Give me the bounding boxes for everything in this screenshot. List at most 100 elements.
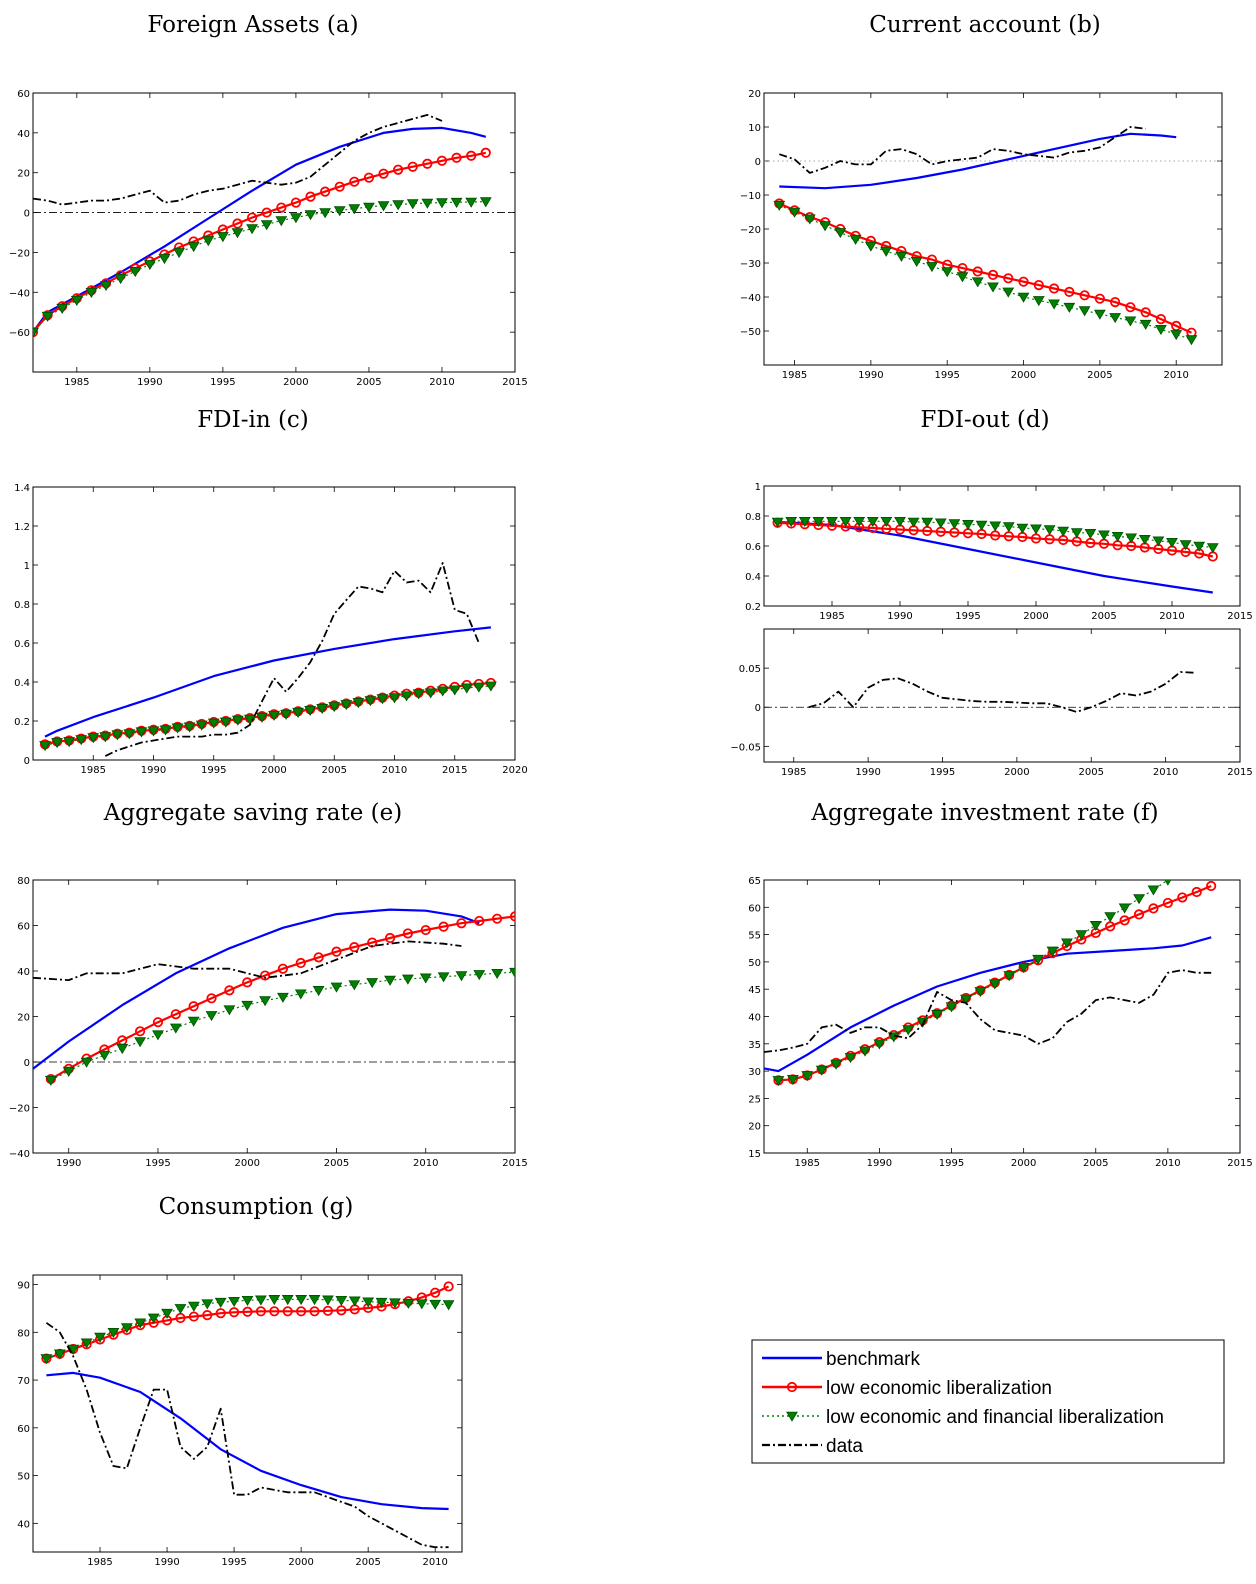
marker-low_econ_fin: [205, 1011, 218, 1022]
marker-low_econ_fin: [948, 519, 961, 530]
marker-low_econ_fin: [322, 1295, 334, 1306]
marker-low_econ_fin: [1075, 930, 1088, 941]
y-tick-label: 60: [748, 903, 761, 914]
title-g: Consumption (g): [159, 1194, 354, 1220]
series-line-benchmark: [46, 1371, 449, 1511]
x-tick-label: 2005: [1083, 1158, 1108, 1169]
marker-low_econ_fin: [134, 1037, 147, 1048]
marker-low_econ_fin: [207, 718, 220, 729]
x-tick-label: 1990: [887, 611, 912, 622]
marker-low_econ_fin: [87, 733, 100, 744]
marker-low_econ_fin: [275, 216, 288, 227]
marker-low_econ: [1133, 909, 1145, 920]
marker-low_econ_fin: [1089, 921, 1102, 932]
y-tick-label: −50: [740, 327, 761, 338]
marker-low_econ_fin: [815, 1065, 828, 1076]
marker-low_econ_fin: [120, 1323, 133, 1334]
marker-low_econ_fin: [772, 1076, 785, 1087]
marker-low_econ_fin: [771, 517, 784, 528]
marker-low_econ_fin: [491, 968, 504, 980]
x-tick-label: 2010: [429, 377, 454, 388]
marker-low_econ_fin: [147, 1313, 160, 1324]
marker-low_econ: [1110, 296, 1121, 308]
marker-low_econ_fin: [989, 521, 1002, 532]
marker-low_econ: [282, 1306, 293, 1317]
marker-low_econ: [259, 970, 271, 981]
y-tick-label: 20: [748, 1122, 761, 1133]
x-tick-label: 2005: [355, 1557, 380, 1568]
marker-low_econ: [972, 266, 983, 277]
marker-low_econ_fin: [941, 267, 954, 278]
marker-low_econ_fin: [1111, 531, 1124, 542]
x-tick-label: 2010: [382, 765, 407, 776]
marker-low_econ_fin: [987, 282, 999, 293]
marker-low_econ_fin: [319, 208, 332, 219]
marker-low_econ_fin: [384, 975, 396, 986]
marker-low_econ_fin: [1118, 903, 1131, 914]
title-f: Aggregate investment rate (f): [810, 800, 1158, 826]
marker-low_econ_fin: [844, 1053, 857, 1064]
marker-low_econ_fin: [945, 1002, 958, 1013]
x-tick-label: 1990: [855, 767, 880, 778]
y-tick-label: 60: [17, 1424, 30, 1435]
marker-low_econ: [402, 928, 413, 939]
series-line-benchmark: [33, 908, 480, 1070]
marker-low_econ_fin: [472, 682, 485, 693]
marker-low_econ_fin: [316, 704, 329, 715]
marker-low_econ_fin: [419, 973, 432, 984]
marker-low_econ_fin: [260, 220, 273, 231]
marker-low_econ_fin: [1179, 540, 1192, 551]
marker-low_econ_fin: [1138, 534, 1151, 545]
marker-low_econ: [1148, 903, 1159, 914]
x-tick-label: 1990: [858, 370, 883, 381]
y-tick-label: 50: [17, 1472, 30, 1483]
marker-low_econ_fin: [1043, 525, 1056, 536]
x-tick-label: 2000: [234, 1158, 259, 1169]
marker-low_econ: [152, 1017, 164, 1028]
x-tick-label: 2015: [442, 765, 467, 776]
marker-low_econ: [1140, 307, 1151, 318]
x-tick-label: 2005: [322, 765, 347, 776]
x-tick-label: 1995: [930, 767, 955, 778]
x-tick-label: 2010: [1159, 611, 1184, 622]
x-tick-label: 1995: [939, 1158, 964, 1169]
marker-low_econ_fin: [259, 996, 271, 1007]
marker-low_econ_fin: [1063, 302, 1076, 313]
marker-low_econ_fin: [123, 729, 136, 740]
series-layer: [771, 516, 1219, 594]
marker-low_econ_fin: [53, 1349, 66, 1360]
y-tick-label: −60: [9, 328, 30, 339]
marker-low_econ_fin: [1206, 543, 1219, 554]
y-tick-label: 45: [748, 985, 761, 996]
chart-saving-rate: 1990 1995 2000 2005 2010 2015 −40 −20 0 20 40 60 80: [9, 876, 528, 1169]
x-tick-label: 1990: [56, 1158, 81, 1169]
marker-low_econ_fin: [40, 1354, 53, 1365]
marker-low_econ_fin: [894, 516, 906, 527]
series-layer: [773, 126, 1198, 346]
marker-low_econ: [1003, 273, 1014, 284]
marker-low_econ_fin: [134, 1318, 147, 1329]
x-tick-label: 2000: [1011, 370, 1036, 381]
marker-low_econ: [334, 181, 345, 192]
marker-low_econ_fin: [921, 517, 934, 528]
marker-low_econ: [436, 155, 448, 166]
marker-low_econ_fin: [1193, 541, 1206, 552]
y-tick-label: 0.8: [14, 600, 30, 611]
marker-low_econ_fin: [295, 1295, 308, 1306]
marker-low_econ: [430, 1287, 441, 1298]
marker-low_econ_fin: [107, 1328, 120, 1339]
y-tick-label: 60: [17, 922, 30, 933]
marker-low_econ_fin: [485, 681, 497, 692]
x-tick-label: 1990: [137, 377, 162, 388]
x-tick-label: 1990: [154, 1557, 179, 1568]
marker-low_econ_fin: [812, 516, 825, 527]
marker-low_econ_fin: [290, 213, 302, 224]
marker-low_econ: [987, 269, 999, 280]
marker-low_econ_fin: [402, 1298, 415, 1309]
y-tick-label: 40: [17, 129, 30, 140]
x-tick-label: 2010: [1153, 767, 1178, 778]
marker-low_econ_fin: [902, 1025, 915, 1036]
plot-area: [763, 628, 1241, 763]
x-tick-label: 1995: [145, 1158, 170, 1169]
marker-low_econ_fin: [159, 725, 172, 736]
